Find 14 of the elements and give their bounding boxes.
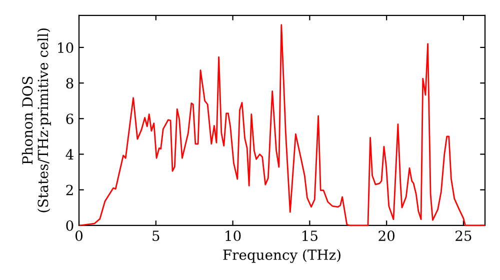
y-tick-label: 8 — [66, 78, 74, 88]
y-axis-title: Phonon DOS (States/THz·primitive cell) — [22, 28, 51, 212]
y-tick-label: 4 — [66, 149, 74, 160]
x-tick-label: 25 — [456, 230, 472, 242]
x-tick-label: 10 — [226, 230, 241, 242]
y-tick-label: 2 — [66, 184, 73, 196]
x-tick-label: 20 — [378, 230, 394, 242]
x-axis-title: Frequency (THz) — [223, 249, 340, 263]
y-tick-label: 6 — [66, 114, 74, 124]
x-tick-label: 5 — [152, 230, 160, 242]
x-tick-label: 15 — [302, 230, 318, 242]
x-tick-label: 0 — [75, 230, 82, 242]
y-tick-label: 0 — [66, 220, 74, 231]
y-tick-label: 10 — [58, 42, 74, 53]
